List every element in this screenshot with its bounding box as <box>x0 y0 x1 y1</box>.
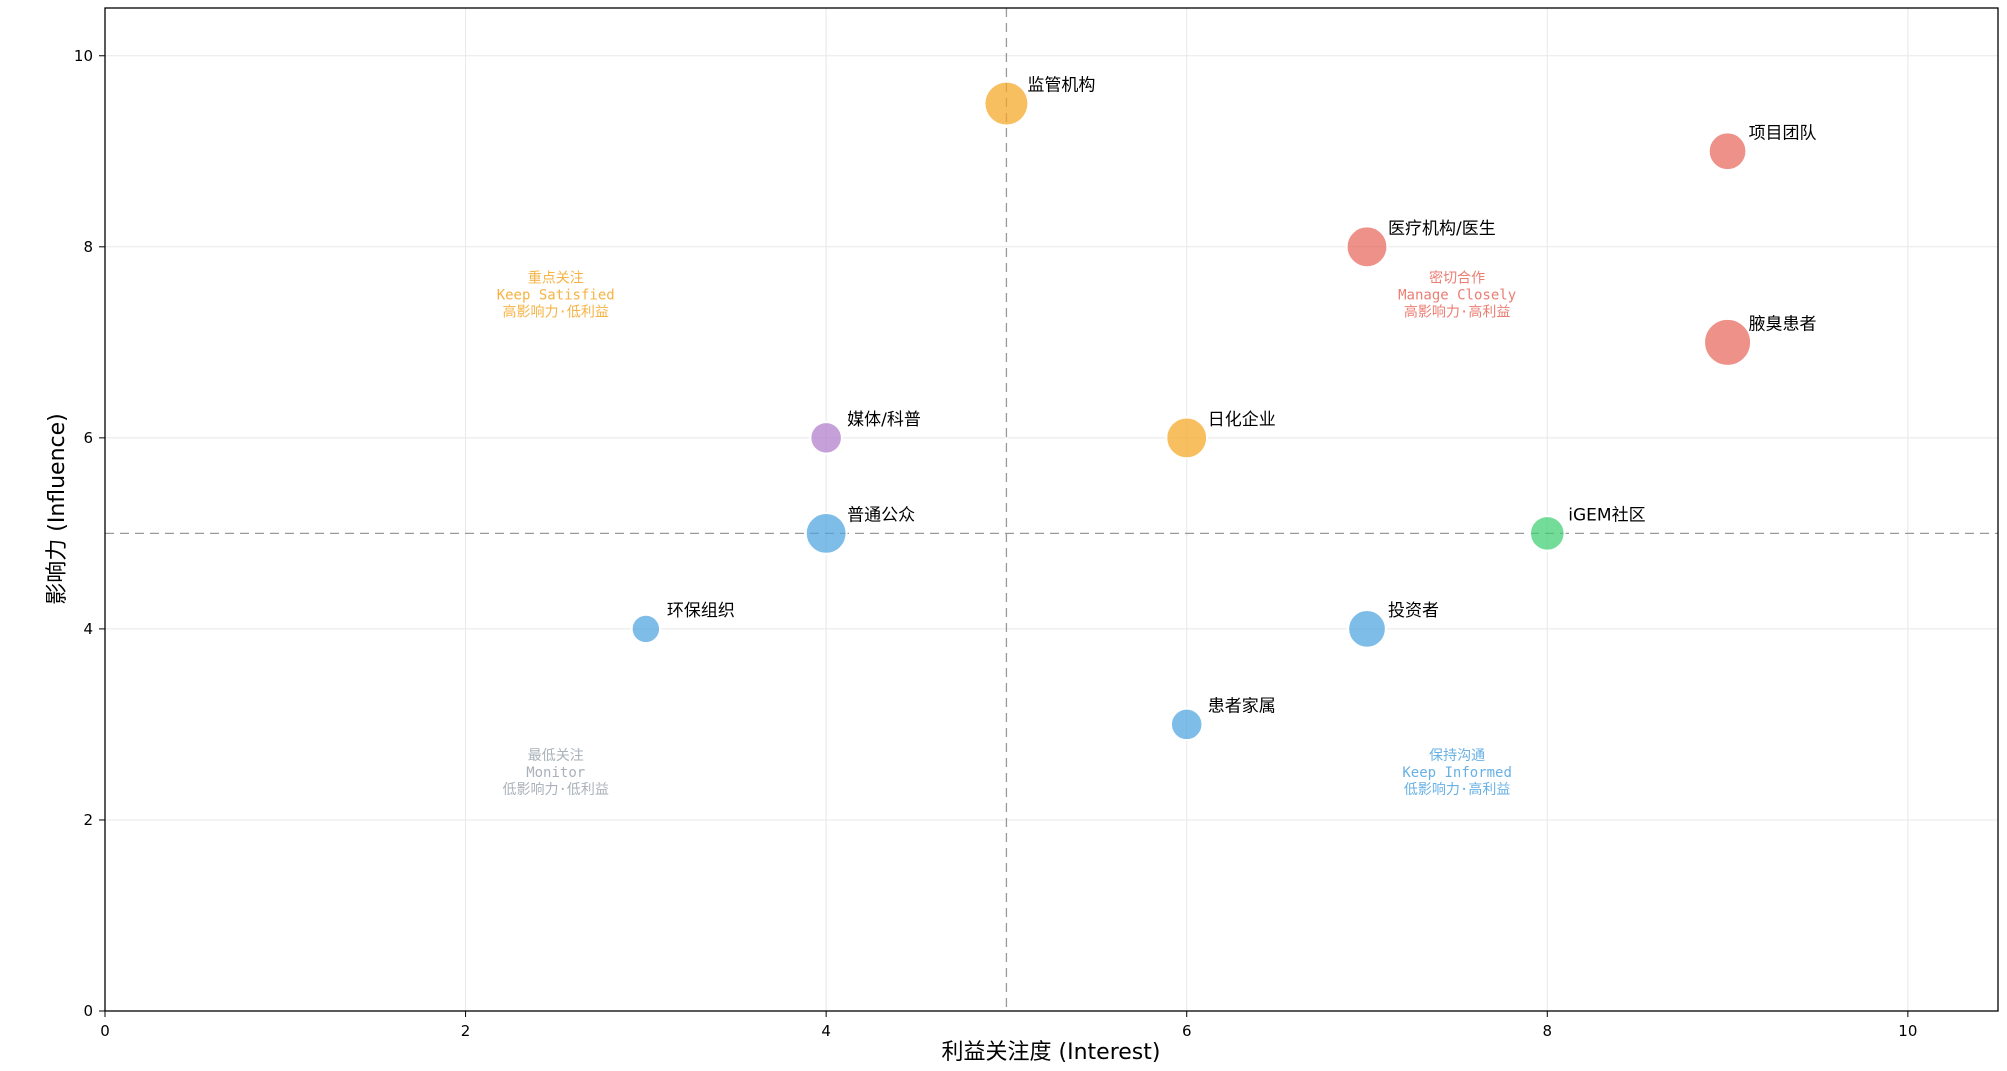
data-point-label: 医疗机构/医生 <box>1388 219 1496 239</box>
y-tick-label: 10 <box>74 47 93 65</box>
quadrant-label: Monitor <box>526 765 585 781</box>
data-points <box>630 80 1753 742</box>
quadrant-label: 保持沟通 <box>1429 748 1485 764</box>
data-point <box>804 511 848 555</box>
data-point <box>630 613 662 645</box>
quadrant-label: 低影响力·低利益 <box>502 782 608 798</box>
x-axis-title: 利益关注度 (Interest) <box>942 1040 1161 1065</box>
quadrant-label: 最低关注 <box>528 748 584 764</box>
data-point-label: 媒体/科普 <box>847 410 921 430</box>
data-point-label: iGEM社区 <box>1568 505 1645 525</box>
y-tick-label: 0 <box>83 1002 93 1020</box>
quadrant-label: Manage Closely <box>1398 288 1516 304</box>
y-tick-label: 6 <box>83 429 93 447</box>
y-tick-label: 4 <box>83 620 93 638</box>
data-point <box>1707 131 1748 172</box>
x-tick-label: 10 <box>1898 1022 1917 1040</box>
data-point <box>1169 707 1204 742</box>
data-point <box>1703 317 1753 367</box>
quadrant-dividers <box>105 8 1998 1011</box>
data-point <box>1528 515 1566 552</box>
data-point-label: 腋臭患者 <box>1749 314 1817 334</box>
data-point <box>1347 609 1387 649</box>
data-point <box>1345 225 1389 269</box>
data-point-label: 投资者 <box>1388 601 1439 621</box>
x-tick-label: 0 <box>100 1022 110 1040</box>
plot-area <box>105 8 1998 1011</box>
y-axis-title: 影响力 (Influence) <box>45 413 70 605</box>
x-tick-label: 8 <box>1543 1022 1553 1040</box>
data-point <box>983 80 1030 127</box>
data-point-label: 环保组织 <box>667 601 735 621</box>
quadrant-label: 密切合作 <box>1429 270 1485 287</box>
quadrant-label: Keep Informed <box>1402 765 1512 781</box>
data-point <box>809 421 843 455</box>
plot-frame <box>104 7 1999 1012</box>
y-tick-label: 8 <box>83 238 93 256</box>
x-axis-ticks: 0 2 4 6 8 10 <box>100 1011 1917 1040</box>
y-tick-label: 2 <box>83 811 93 829</box>
data-point-label: 普通公众 <box>847 505 915 525</box>
quadrant-label: 高影响力·高利益 <box>1404 304 1510 321</box>
data-point <box>1165 416 1209 460</box>
quadrant-label: 重点关注 <box>528 271 584 287</box>
data-point-label: 监管机构 <box>1027 76 1095 96</box>
quadrant-label: Keep Satisfied <box>497 288 615 304</box>
data-point-label: 日化企业 <box>1208 410 1276 430</box>
data-point-label: 项目团队 <box>1749 123 1817 143</box>
data-point-label: 患者家属 <box>1208 696 1276 716</box>
x-tick-label: 4 <box>821 1022 831 1040</box>
x-tick-label: 6 <box>1182 1022 1192 1040</box>
quadrant-label: 低影响力·高利益 <box>1404 781 1510 798</box>
y-axis-ticks: 0 2 4 6 8 10 <box>74 47 105 1020</box>
quadrant-label: 高影响力·低利益 <box>502 304 608 321</box>
x-tick-label: 2 <box>461 1022 471 1040</box>
